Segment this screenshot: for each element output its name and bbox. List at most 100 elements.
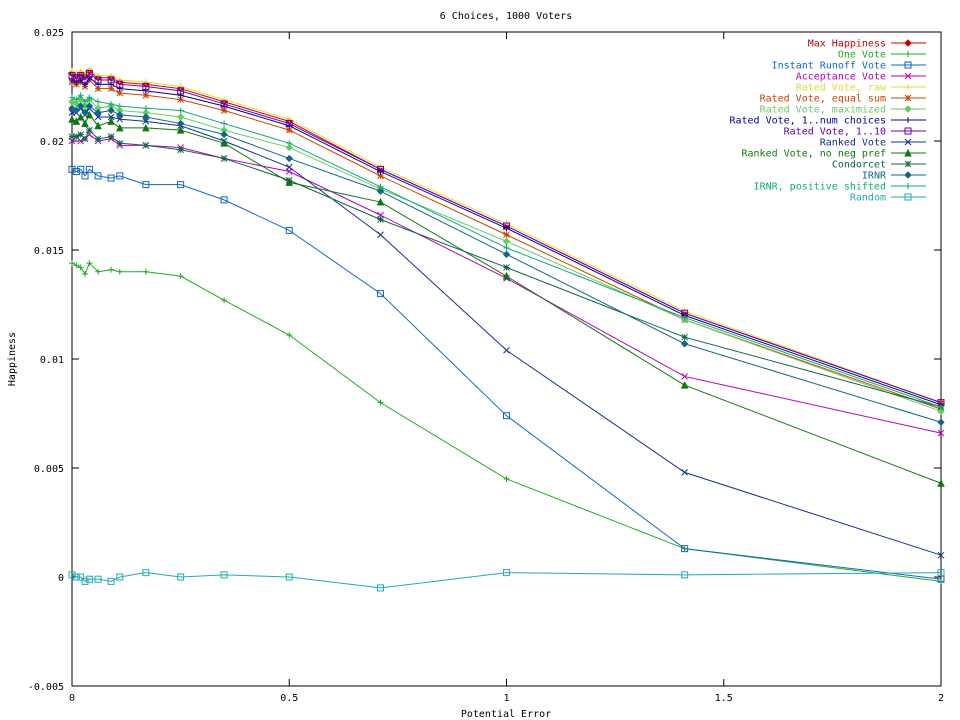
data-point bbox=[938, 403, 944, 410]
data-point bbox=[95, 81, 102, 88]
data-point bbox=[69, 94, 75, 101]
data-point bbox=[68, 165, 76, 173]
series-12 bbox=[68, 102, 945, 426]
x-tick-label: 1.5 bbox=[715, 693, 733, 704]
legend-marker bbox=[905, 117, 911, 123]
legend-marker bbox=[904, 148, 912, 157]
data-point bbox=[503, 412, 510, 420]
data-point bbox=[177, 107, 184, 114]
data-point bbox=[142, 569, 150, 577]
data-point bbox=[142, 118, 150, 125]
series-line bbox=[71, 98, 942, 412]
y-tick-label: 0.025 bbox=[34, 28, 64, 39]
data-point bbox=[81, 172, 89, 180]
data-point bbox=[116, 115, 124, 123]
data-point bbox=[95, 72, 102, 79]
series-3 bbox=[68, 131, 945, 437]
data-point bbox=[681, 333, 688, 341]
data-point bbox=[177, 146, 184, 154]
data-point bbox=[938, 578, 944, 585]
x-tick-label: 0 bbox=[69, 693, 75, 704]
data-point bbox=[73, 96, 80, 103]
data-point bbox=[142, 105, 149, 112]
data-point bbox=[69, 68, 75, 75]
data-point bbox=[377, 183, 384, 190]
data-point bbox=[76, 102, 85, 110]
data-point bbox=[220, 107, 228, 114]
data-point bbox=[85, 575, 93, 583]
data-point bbox=[107, 106, 115, 115]
data-point bbox=[86, 94, 93, 101]
x-axis-ticks: 0 0.5 1 1.5 2 bbox=[69, 32, 944, 704]
data-point bbox=[937, 429, 945, 437]
data-point bbox=[108, 100, 115, 107]
data-point bbox=[77, 165, 85, 173]
data-point bbox=[377, 172, 384, 180]
data-point bbox=[142, 113, 150, 121]
data-point bbox=[72, 133, 80, 140]
series-line bbox=[71, 72, 942, 404]
data-point bbox=[177, 573, 185, 581]
data-point bbox=[503, 346, 510, 354]
legend-marker bbox=[904, 171, 912, 179]
legend-label: IRNR, positive shifted bbox=[754, 182, 886, 193]
data-point bbox=[95, 268, 102, 275]
legend-marker bbox=[904, 127, 912, 135]
legend-item: Rated Vote, equal sum bbox=[760, 94, 926, 105]
y-tick-label: 0.015 bbox=[34, 246, 64, 257]
data-point bbox=[86, 260, 93, 267]
legend-item: Acceptance Vote bbox=[796, 72, 926, 83]
legend-marker bbox=[904, 72, 912, 80]
data-point bbox=[85, 102, 94, 110]
y-tick-label: -0.005 bbox=[28, 682, 64, 693]
data-point bbox=[177, 181, 185, 189]
data-point bbox=[77, 72, 85, 80]
legend-item: Random bbox=[850, 193, 926, 204]
series-2 bbox=[68, 165, 945, 583]
data-point bbox=[86, 126, 93, 134]
data-point bbox=[142, 268, 149, 275]
data-point bbox=[177, 92, 184, 99]
data-point bbox=[116, 172, 124, 180]
data-point bbox=[285, 154, 293, 163]
data-point bbox=[220, 155, 228, 162]
data-point bbox=[116, 103, 123, 110]
series-line bbox=[71, 77, 942, 406]
data-point bbox=[116, 111, 124, 119]
data-point bbox=[73, 70, 80, 77]
legend-item: Ranked Vote bbox=[820, 138, 926, 149]
data-point bbox=[116, 268, 123, 275]
series-line bbox=[72, 107, 942, 556]
data-point bbox=[107, 76, 115, 84]
data-point bbox=[377, 399, 384, 406]
data-point bbox=[142, 181, 150, 189]
series-7 bbox=[69, 74, 944, 408]
y-tick-label: 0.005 bbox=[34, 464, 64, 475]
series-9 bbox=[68, 104, 945, 559]
legend-item: Rated Vote, 1..num choices bbox=[729, 116, 926, 127]
data-point bbox=[107, 174, 115, 182]
data-point bbox=[937, 407, 945, 416]
legend-item: IRNR, positive shifted bbox=[754, 182, 926, 193]
series-10 bbox=[68, 110, 945, 487]
legend-label: Random bbox=[850, 193, 886, 204]
data-point bbox=[285, 126, 293, 134]
data-point bbox=[108, 266, 115, 273]
data-point bbox=[94, 172, 102, 180]
data-point bbox=[503, 244, 510, 251]
legend-item: Condorcet bbox=[832, 160, 926, 171]
data-point bbox=[107, 577, 115, 585]
series-layer bbox=[68, 66, 945, 592]
data-point bbox=[937, 418, 945, 426]
data-point bbox=[94, 108, 102, 117]
data-point bbox=[72, 168, 80, 176]
data-point bbox=[220, 571, 228, 579]
data-point bbox=[108, 81, 115, 88]
data-point bbox=[681, 545, 689, 553]
data-point bbox=[77, 573, 85, 581]
data-point bbox=[116, 573, 124, 581]
data-point bbox=[176, 113, 185, 121]
data-point bbox=[286, 140, 293, 147]
data-point bbox=[221, 120, 228, 127]
